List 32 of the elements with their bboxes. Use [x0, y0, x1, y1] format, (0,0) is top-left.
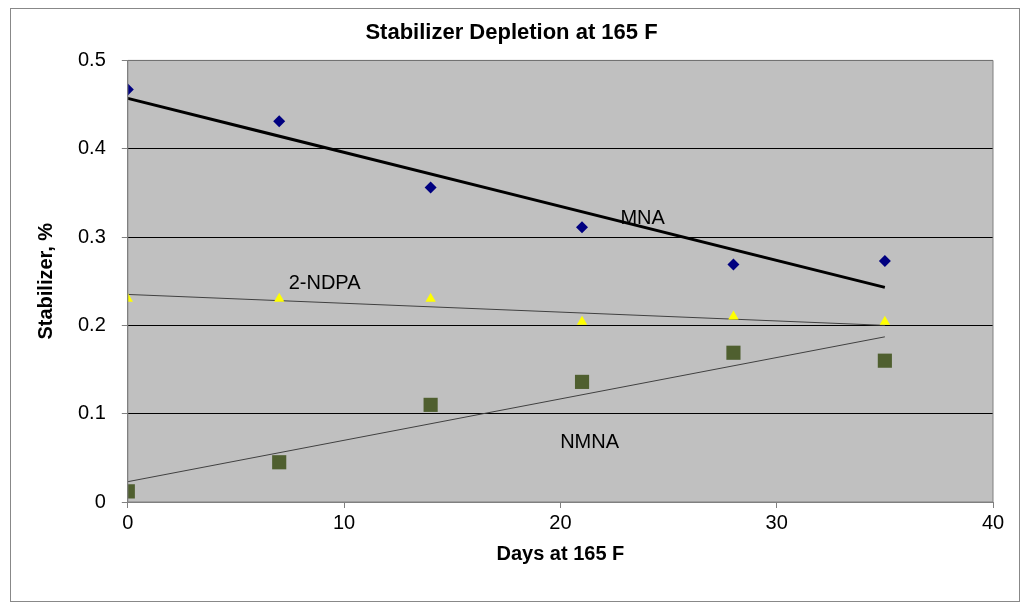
point — [273, 115, 286, 128]
y-axis-title: Stabilizer, % — [33, 222, 56, 340]
point — [879, 315, 891, 325]
chart-title: Stabilizer Depletion at 165 F — [365, 19, 658, 45]
x-tick-label: 10 — [332, 510, 356, 533]
point — [272, 455, 287, 470]
y-tick-label: 0.2 — [77, 312, 106, 335]
point — [877, 353, 892, 368]
y-tick-label: 0.1 — [77, 401, 106, 424]
y-tick-label: 0.5 — [77, 47, 106, 70]
point — [424, 181, 437, 194]
x-tick-label: 40 — [981, 510, 1005, 533]
y-tick-label: 0.3 — [77, 224, 106, 247]
point — [423, 397, 438, 412]
point — [878, 254, 891, 267]
point — [576, 315, 588, 325]
point — [274, 292, 285, 302]
point — [727, 258, 740, 271]
y-tick-label: 0 — [94, 489, 106, 512]
point — [576, 221, 589, 234]
x-tick-label: 20 — [549, 510, 572, 533]
point — [574, 374, 590, 389]
point — [726, 345, 741, 360]
point — [728, 310, 739, 320]
point — [425, 292, 436, 302]
x-axis-title: Days at 165 F — [496, 541, 625, 564]
y-tick-label: 0.4 — [77, 136, 106, 159]
x-tick-label: 30 — [765, 510, 788, 533]
text: NMNA — [560, 429, 620, 452]
series-label: MNA — [620, 205, 666, 228]
series-label: 2-NDPA — [288, 271, 362, 294]
x-tick-label: 0 — [122, 510, 134, 533]
